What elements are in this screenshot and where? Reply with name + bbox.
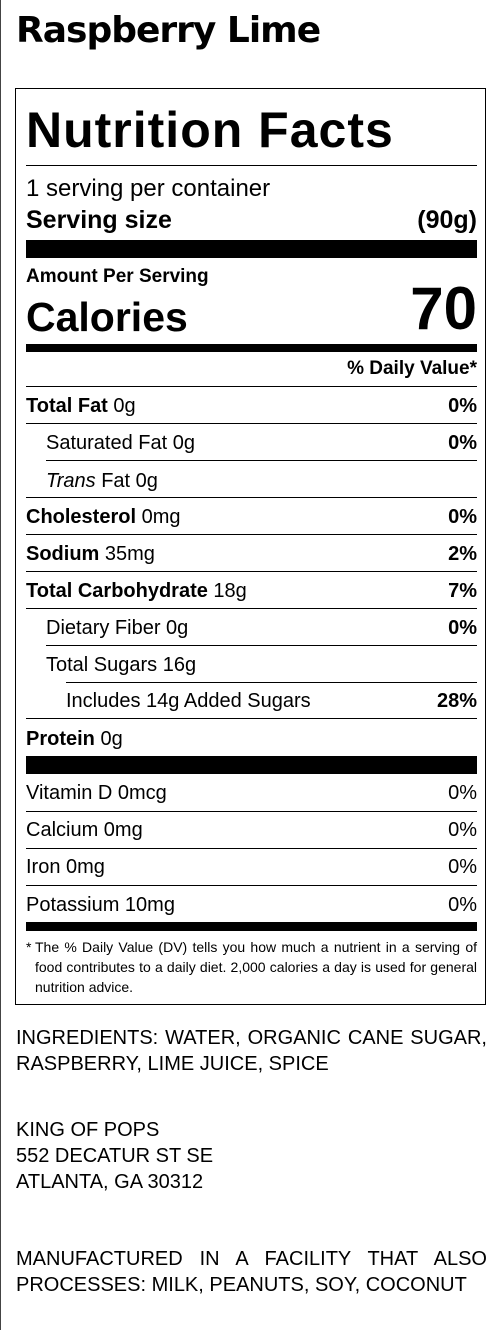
divider [26, 608, 477, 609]
vitamin-dv: 0% [448, 818, 477, 841]
vitamin-name: Potassium 10mg [26, 893, 175, 916]
nutrient-amount: 0g [160, 616, 189, 639]
divider [26, 386, 477, 387]
vitamin-name: Iron 0mg [26, 855, 105, 878]
vitamin-name: Vitamin D 0mcg [26, 781, 167, 804]
nutrient-name: Trans [46, 469, 96, 492]
nutrient-dv: 0% [448, 505, 477, 528]
nutrient-dv: 0% [448, 616, 477, 639]
nutrient-row-sodium: Sodium 35mg 2% [26, 542, 477, 566]
nutrient-name: Dietary Fiber [46, 616, 161, 639]
nutrient-name: Total Fat [26, 394, 108, 417]
nutrient-row-protein: Protein 0g [26, 727, 477, 751]
vitamin-row-iron: Iron 0mg 0% [26, 855, 477, 879]
divider [66, 682, 477, 683]
divider [26, 497, 477, 498]
footnote-star: * [26, 939, 32, 955]
vitamin-row-calcium: Calcium 0mg 0% [26, 818, 477, 842]
serving-size-value: (90g) [417, 205, 477, 234]
daily-value-footnote: * The % Daily Value (DV) tells you how m… [26, 937, 477, 997]
nutrient-name: Sodium [26, 542, 100, 565]
serving-size-label: Serving size [26, 205, 172, 234]
nutrient-row-total-sugars: Total Sugars 16g [46, 653, 477, 677]
allergen-statement: MANUFACTURED IN A FACILITY THAT ALSO PRO… [16, 1248, 487, 1296]
nutrient-amount: 0mg [136, 505, 181, 528]
divider [26, 571, 477, 572]
medium-divider [26, 344, 477, 352]
nutrient-dv: 0% [448, 431, 477, 454]
nutrient-row-total-fat: Total Fat 0g 0% [26, 394, 477, 418]
ingredients: INGREDIENTS: WATER, ORGANIC CANE SUGAR, … [16, 1027, 487, 1075]
divider [26, 165, 477, 166]
vitamin-dv: 0% [448, 893, 477, 916]
product-title: Raspberry Lime [16, 10, 321, 51]
daily-value-header: % Daily Value* [347, 358, 477, 379]
manufacturer-street: 552 DECATUR ST SE [16, 1145, 214, 1167]
nutrient-row-trans-fat: Trans Fat 0g [46, 469, 477, 493]
nutrient-amount: 16g [157, 653, 197, 676]
amount-per-serving: Amount Per Serving [26, 266, 209, 287]
nutrient-row-dietary-fiber: Dietary Fiber 0g 0% [46, 616, 477, 640]
nutrient-amount: 0g [167, 431, 195, 454]
nutrient-name: Total Carbohydrate [26, 579, 208, 602]
nutrition-facts-label: Nutrition Facts 1 serving per container … [15, 88, 486, 1005]
nutrient-dv: 2% [448, 542, 477, 565]
vitamin-name: Calcium 0mg [26, 818, 143, 841]
nutrient-amount: 0g [107, 394, 136, 417]
vitamin-dv: 0% [448, 781, 477, 804]
nutrient-name: Saturated Fat [46, 431, 168, 454]
vitamin-row-potassium: Potassium 10mg 0% [26, 893, 477, 917]
nutrient-amount: 18g [207, 579, 247, 602]
nutrient-amount: 35mg [99, 542, 155, 565]
thick-divider [26, 756, 477, 774]
servings-per-container: 1 serving per container [26, 175, 271, 202]
nutrient-row-cholesterol: Cholesterol 0mg 0% [26, 505, 477, 529]
nutrient-dv: 28% [436, 689, 477, 712]
nutrient-dv: 0% [448, 394, 477, 417]
calories-value: 70 [410, 275, 477, 342]
divider [26, 848, 477, 849]
divider [26, 423, 477, 424]
vitamin-dv: 0% [448, 855, 477, 878]
manufacturer-name: KING OF POPS [16, 1119, 160, 1141]
nutrient-name: Cholesterol [26, 505, 137, 528]
nutrient-name: Includes 14g Added Sugars [66, 689, 311, 712]
divider [26, 811, 477, 812]
nutrient-name: Protein [26, 727, 95, 750]
nutrient-amount: 0g [94, 727, 123, 750]
nutrition-facts-title: Nutrition Facts [26, 102, 394, 158]
serving-size-row: Serving size (90g) [26, 205, 477, 235]
nutrient-dv: 7% [448, 579, 477, 602]
manufacturer-address: KING OF POPS 552 DECATUR ST SE ATLANTA, … [16, 1117, 487, 1195]
divider [26, 718, 477, 719]
divider [46, 645, 477, 646]
manufacturer-city: ATLANTA, GA 30312 [16, 1171, 204, 1193]
nutrient-amount: Fat 0g [95, 469, 158, 492]
nutrient-row-saturated-fat: Saturated Fat 0g 0% [46, 431, 477, 455]
nutrient-row-added-sugars: Includes 14g Added Sugars 28% [66, 689, 477, 713]
footnote-text: The % Daily Value (DV) tells you how muc… [35, 939, 477, 995]
thick-divider [26, 240, 477, 258]
vitamin-row-vitamin-d: Vitamin D 0mcg 0% [26, 781, 477, 805]
nutrient-name: Total Sugars [46, 653, 158, 676]
divider [46, 460, 477, 461]
calories-label: Calories [26, 294, 188, 340]
divider [26, 534, 477, 535]
nutrient-row-total-carbohydrate: Total Carbohydrate 18g 7% [26, 579, 477, 603]
medium-divider [26, 922, 477, 931]
divider [26, 885, 477, 886]
